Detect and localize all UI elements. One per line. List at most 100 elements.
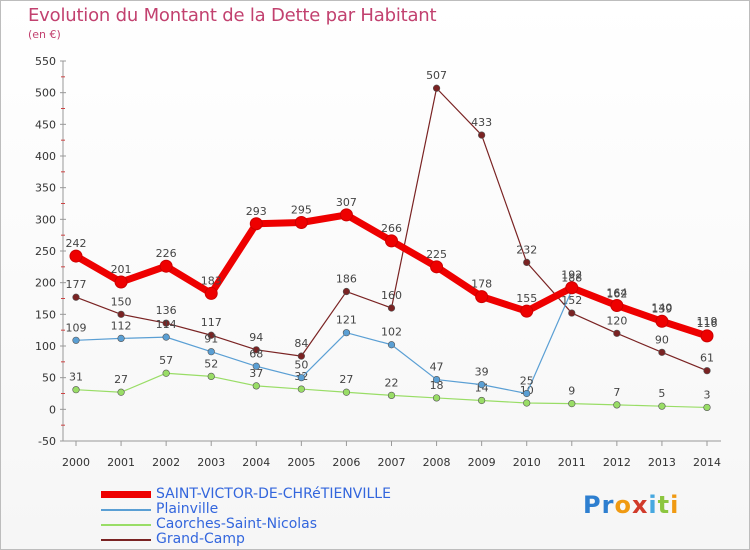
y-tick-label: 450 xyxy=(35,118,56,131)
data-point xyxy=(610,298,624,312)
data-point xyxy=(252,346,260,354)
data-point xyxy=(159,259,173,273)
data-point xyxy=(655,314,669,328)
data-point xyxy=(387,304,396,312)
legend-swatch xyxy=(101,509,151,511)
x-tick-label: 2009 xyxy=(468,456,496,469)
data-label: 91 xyxy=(204,333,218,346)
data-label: 150 xyxy=(111,295,132,308)
data-point xyxy=(342,287,351,296)
y-tick-label: 200 xyxy=(35,277,56,290)
legend-label: SAINT-VICTOR-DE-CHRéTIENVILLE xyxy=(156,486,391,502)
data-point xyxy=(475,290,489,304)
data-point xyxy=(478,381,486,389)
y-tick-label: 150 xyxy=(35,308,56,321)
logo-letter: i xyxy=(648,491,658,519)
data-point xyxy=(700,329,714,343)
data-label: 155 xyxy=(516,292,537,305)
data-label: 183 xyxy=(201,274,222,287)
chart-subtitle: (en €) xyxy=(28,28,61,41)
x-tick-label: 2010 xyxy=(513,456,541,469)
data-label: 109 xyxy=(66,321,87,334)
data-label: 57 xyxy=(159,354,173,367)
data-point xyxy=(339,208,353,222)
data-point xyxy=(342,388,351,396)
x-tick-label: 2014 xyxy=(693,456,721,469)
logo-letter: o xyxy=(614,491,632,519)
data-point xyxy=(342,329,351,337)
data-label: 27 xyxy=(339,373,353,386)
data-point xyxy=(568,400,576,408)
x-tick-label: 2004 xyxy=(242,456,270,469)
data-point xyxy=(703,403,711,412)
data-point xyxy=(520,304,534,318)
logo-letter: P xyxy=(583,491,602,519)
x-tick-label: 2005 xyxy=(287,456,315,469)
data-point xyxy=(523,258,531,267)
data-point xyxy=(72,386,80,394)
data-label: 164 xyxy=(606,286,627,299)
x-tick-label: 2002 xyxy=(152,456,180,469)
x-tick-label: 2013 xyxy=(648,456,676,469)
data-label: 140 xyxy=(651,302,672,315)
data-point xyxy=(565,281,579,295)
data-point xyxy=(430,260,444,274)
data-point xyxy=(658,348,666,356)
legend-swatch xyxy=(101,524,151,526)
data-label: 139 xyxy=(651,302,672,315)
y-tick-label: 400 xyxy=(35,150,56,163)
x-tick-label: 2011 xyxy=(558,456,586,469)
data-point xyxy=(385,234,398,248)
data-label: 112 xyxy=(111,319,132,332)
data-label: 9 xyxy=(568,385,575,398)
x-tick-label: 2003 xyxy=(197,456,225,469)
data-point xyxy=(297,385,305,393)
data-point xyxy=(387,391,396,400)
x-tick-label: 2007 xyxy=(378,456,406,469)
data-point xyxy=(478,131,486,139)
data-point xyxy=(117,388,125,396)
y-tick-label: 300 xyxy=(35,213,56,226)
data-point xyxy=(252,382,260,390)
data-point xyxy=(252,362,260,370)
data-label: 307 xyxy=(336,196,357,209)
data-point xyxy=(613,401,621,409)
data-point xyxy=(297,352,305,360)
data-point xyxy=(117,310,125,318)
data-point xyxy=(72,336,80,344)
x-tick-label: 2006 xyxy=(332,456,360,469)
proxiti-logo: Proxiti xyxy=(583,491,679,519)
data-label: 5 xyxy=(658,387,665,400)
data-point xyxy=(207,348,215,356)
data-label: 27 xyxy=(114,373,128,386)
data-point xyxy=(204,286,218,300)
data-label: 52 xyxy=(204,357,218,370)
data-point xyxy=(658,402,666,410)
y-tick-label: 250 xyxy=(35,245,56,258)
data-point xyxy=(294,216,308,229)
data-label: 116 xyxy=(697,317,718,330)
data-point xyxy=(117,334,125,343)
data-label: 102 xyxy=(381,326,402,339)
data-label: 136 xyxy=(156,304,177,317)
data-label: 25 xyxy=(520,375,534,388)
y-tick-label: 350 xyxy=(35,182,56,195)
data-label: 186 xyxy=(336,273,357,286)
data-label: 119 xyxy=(697,315,718,328)
data-label: 232 xyxy=(516,243,537,256)
data-label: 152 xyxy=(561,294,582,307)
data-label: 162 xyxy=(606,288,627,301)
y-tick-label: 50 xyxy=(42,372,56,385)
data-label: 226 xyxy=(156,247,177,260)
logo-letter: t xyxy=(657,491,671,519)
data-point xyxy=(523,399,531,407)
data-label: 177 xyxy=(66,278,87,291)
y-tick-label: 0 xyxy=(49,403,56,416)
data-label: 47 xyxy=(430,361,444,374)
data-label: 242 xyxy=(66,237,87,250)
data-label: 94 xyxy=(249,331,263,344)
data-point xyxy=(69,249,83,263)
data-label: 121 xyxy=(336,314,357,327)
data-point xyxy=(432,84,441,92)
data-label: 433 xyxy=(471,116,492,129)
